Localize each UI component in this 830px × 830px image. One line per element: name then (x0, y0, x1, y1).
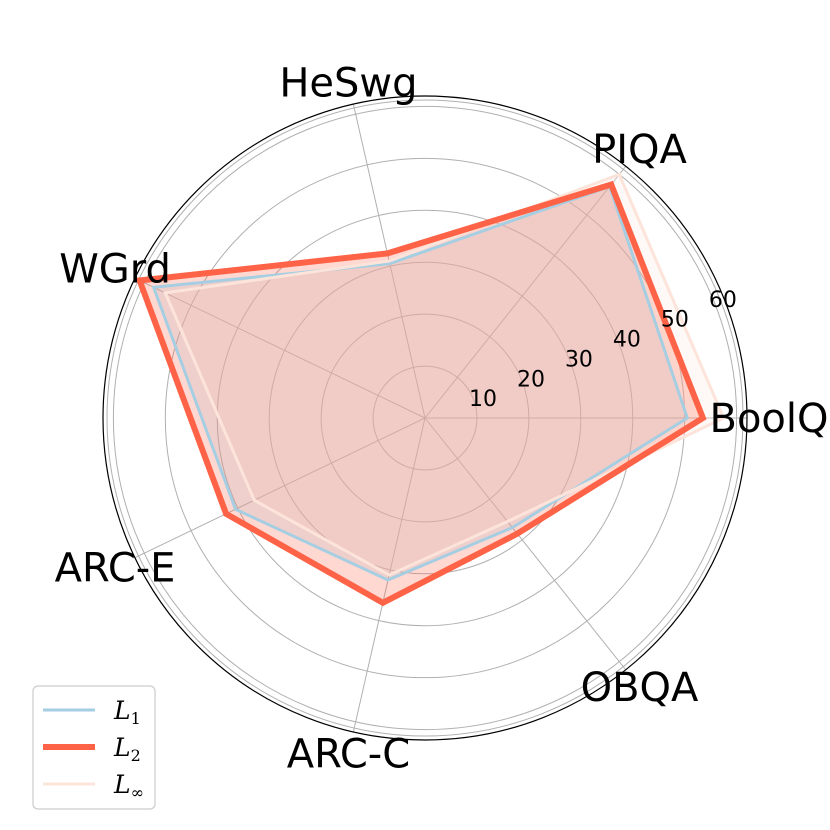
category-labels: BoolQ PIQA HeSwg WGrd ARC-E ARC-C OBQA (55, 61, 829, 778)
series-fills (139, 174, 724, 603)
tick-label-60: 60 (709, 288, 737, 313)
category-label-arc-c: ARC-C (287, 731, 410, 777)
legend-inf-label: L∞ (113, 770, 144, 802)
series-2-line (135, 180, 707, 607)
series-inf-area (165, 174, 724, 575)
category-label-piqa: PIQA (592, 127, 687, 173)
radial-tick-labels: 10 20 30 40 50 60 (469, 288, 737, 412)
series-1-line (151, 184, 690, 582)
tick-label-40: 40 (613, 328, 641, 353)
legend: L1 L2 L∞ (32, 685, 156, 810)
series-inf-line (163, 172, 726, 577)
tick-label-50: 50 (661, 308, 689, 333)
category-label-heswg: HeSwg (279, 61, 417, 107)
spoke-piqa (424, 165, 627, 419)
spoke-arc-e (134, 417, 426, 559)
category-label-wgrd: WGrd (59, 247, 171, 293)
series-1-area (153, 186, 688, 580)
spoke-obqa (424, 417, 627, 671)
polar-frame (102, 95, 748, 741)
series-lines (135, 172, 726, 607)
category-label-arc-e: ARC-E (55, 545, 176, 591)
series-2-area (139, 184, 703, 603)
category-label-obqa: OBQA (581, 665, 699, 711)
tick-label-30: 30 (565, 347, 593, 372)
spoke-wgrd (134, 277, 426, 419)
legend-2-label: L2 (113, 733, 141, 765)
tick-label-10: 10 (469, 387, 497, 412)
category-label-boolq: BoolQ (710, 396, 829, 442)
legend-1-label: L1 (113, 696, 141, 728)
tick-label-20: 20 (517, 367, 545, 392)
outer-grid-circle (106, 99, 744, 737)
